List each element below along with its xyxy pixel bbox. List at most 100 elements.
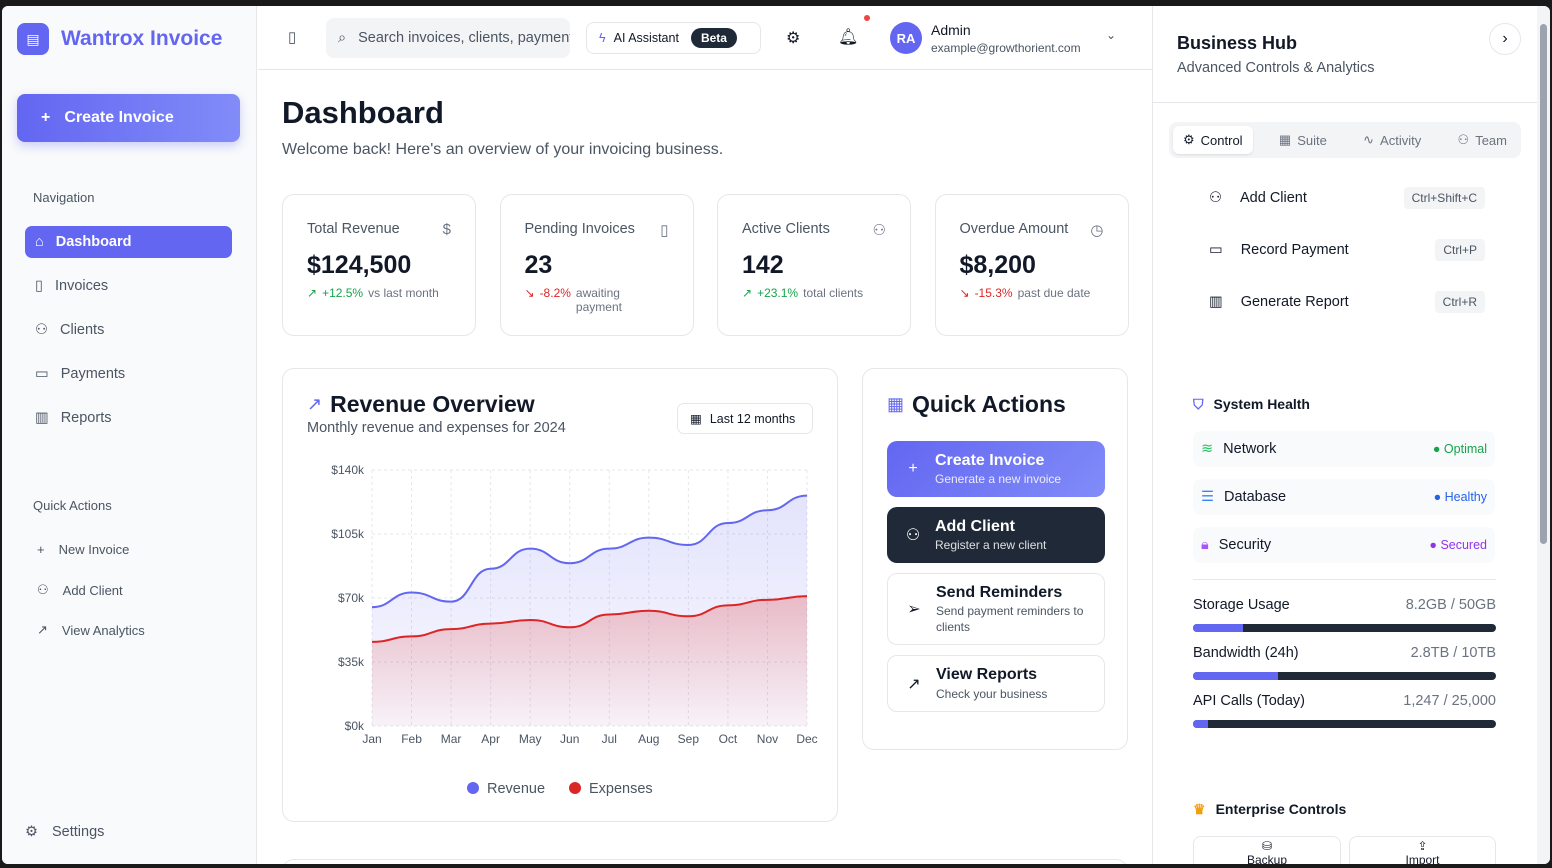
qa-add-client[interactable]: ⚇ Add Client Register a new client	[887, 507, 1105, 563]
trend-up-icon: ↗	[742, 286, 753, 300]
nav-heading: Navigation	[33, 190, 95, 205]
area-expenses	[372, 596, 807, 726]
tab-activity[interactable]: ∿ Activity	[1363, 132, 1422, 148]
date-range-select[interactable]: ▦ Last 12 months	[677, 403, 813, 434]
settings-link[interactable]: ⚙ Settings	[25, 824, 105, 840]
send-icon: ➢	[907, 601, 921, 619]
tab-suite[interactable]: ▦ Suite	[1278, 132, 1327, 148]
stat-card: Total Revenue $ $124,500 ↗ +12.5% vs last …	[282, 194, 476, 336]
sidebar-item-payments[interactable]: ▭ Payments	[35, 366, 126, 382]
dollar-icon: $	[442, 221, 451, 238]
hub-tabs: ⚙ Control ▦ Suite ∿ Activity ⚇ Team	[1169, 122, 1521, 158]
credit-card-icon: ▭	[35, 366, 49, 382]
quick-view-analytics[interactable]: ↗ View Analytics	[37, 622, 145, 638]
file-icon: ▯	[35, 278, 43, 294]
sidebar-item-invoices[interactable]: ▯ Invoices	[35, 278, 109, 294]
quick-actions-heading: Quick Actions	[33, 498, 112, 513]
clock-icon: ◷	[1090, 222, 1104, 239]
ai-assistant-button[interactable]: ϟ AI Assistant Beta	[586, 22, 761, 54]
quick-add-client[interactable]: ⚇ Add Client	[37, 582, 123, 598]
revenue-overview-panel: ↗ Revenue Overview Monthly revenue and e…	[282, 368, 838, 822]
y-tick-label: $140k	[331, 463, 365, 477]
cmd-add-client[interactable]: ⚇ Add Client Ctrl+Shift+C	[1209, 187, 1485, 209]
x-tick-label: Jul	[602, 732, 617, 746]
qa-create-invoice[interactable]: + Create Invoice Generate a new invoice	[887, 441, 1105, 497]
hub-subtitle: Advanced Controls & Analytics	[1177, 60, 1375, 76]
bar-chart-icon: ▥	[35, 410, 49, 426]
app-window: ▤ Wantrox Invoice + Create Invoice Navigat…	[2, 6, 1550, 864]
qa-send-reminders[interactable]: ➢ Send Reminders Send payment reminders t…	[887, 573, 1105, 646]
gear-icon: ⚙	[1183, 132, 1195, 147]
search-icon: ⌕	[338, 30, 347, 46]
hub-title: Business Hub	[1177, 33, 1298, 53]
user-email: example@growthorient.com	[931, 41, 1081, 55]
sidebar-item-reports[interactable]: ▥ Reports	[35, 410, 112, 426]
qa-view-reports[interactable]: ↗ View Reports Check your business	[887, 655, 1105, 713]
search-input[interactable]: ⌕ Search invoices, clients, payments...	[326, 18, 570, 58]
chevron-down-icon[interactable]: ⌄	[1106, 28, 1117, 42]
top-bar: ▯ ⌕ Search invoices, clients, payments...…	[258, 6, 1152, 70]
health-security: 🔒︎ Security ● Secured	[1193, 527, 1495, 563]
create-invoice-button[interactable]: + Create Invoice	[17, 94, 240, 142]
stat-value: $8,200	[959, 251, 1036, 279]
trending-up-icon: ↗	[907, 675, 921, 693]
users-icon: ⚇	[35, 322, 48, 338]
import-button[interactable]: ⇪ Import	[1349, 836, 1496, 864]
sidebar-toggle-icon[interactable]: ▯	[288, 29, 297, 46]
revenue-title: Revenue Overview	[330, 391, 535, 417]
bell-icon[interactable]: 🔔︎	[838, 29, 859, 46]
quick-new-invoice[interactable]: + New Invoice	[37, 542, 130, 557]
logo: ▤ Wantrox Invoice	[17, 23, 222, 55]
stat-change: +12.5%	[322, 286, 364, 300]
y-tick-label: $70k	[338, 591, 365, 605]
quick-actions-panel: ▦ Quick Actions + Create Invoice Generate…	[862, 368, 1128, 750]
line-expenses	[371, 595, 808, 643]
cmd-record-payment[interactable]: ▭ Record Payment Ctrl+P	[1209, 239, 1485, 261]
chevron-right-icon[interactable]: ›	[1489, 23, 1521, 55]
scrollbar-thumb[interactable]	[1540, 24, 1547, 544]
backup-button[interactable]: ⛁ Backup	[1193, 836, 1341, 864]
notification-dot	[864, 15, 870, 21]
users-icon: ⚇	[1209, 190, 1222, 206]
stat-note: total clients	[803, 286, 864, 300]
usage-bar	[1193, 672, 1496, 680]
invoice-logo-icon: ▤	[17, 23, 49, 55]
avatar[interactable]: RA	[890, 22, 922, 54]
usage-bar	[1193, 720, 1496, 728]
user-name: Admin	[931, 22, 971, 38]
database-icon: ⛁	[1261, 839, 1273, 853]
stat-title: Total Revenue	[307, 221, 400, 237]
calendar-icon: ▦	[887, 394, 905, 414]
upload-icon: ⇪	[1417, 839, 1428, 853]
health-network: ≋ Network ● Optimal	[1193, 431, 1495, 467]
lock-icon: 🔒︎	[1201, 537, 1209, 553]
plus-icon: +	[37, 542, 45, 557]
y-tick-label: $35k	[338, 655, 365, 669]
trend-up-icon: ↗	[307, 286, 318, 300]
sidebar-item-dashboard[interactable]: ⌂ Dashboard	[25, 226, 232, 258]
stat-change: -8.2%	[539, 286, 571, 300]
health-database: ☰ Database ● Healthy	[1193, 479, 1495, 515]
x-tick-label: Dec	[796, 732, 817, 746]
trend-down-icon: ↘	[524, 286, 535, 300]
wifi-icon: ≋	[1201, 441, 1214, 457]
sidebar-item-clients[interactable]: ⚇ Clients	[35, 322, 105, 338]
system-health-title: System Health	[1213, 396, 1310, 412]
x-tick-label: Aug	[638, 732, 659, 746]
bar-chart-icon: ▥	[1209, 294, 1223, 310]
gear-icon[interactable]: ⚙	[786, 30, 801, 47]
page-title: Dashboard	[282, 95, 444, 130]
cmd-generate-report[interactable]: ▥ Generate Report Ctrl+R	[1209, 291, 1485, 313]
legend-marker	[467, 782, 479, 794]
tab-team[interactable]: ⚇ Team	[1457, 132, 1507, 148]
stat-change: -15.3%	[974, 286, 1013, 300]
x-tick-label: Mar	[441, 732, 462, 746]
stat-value: $124,500	[307, 251, 412, 279]
scrollbar[interactable]	[1537, 6, 1550, 864]
x-tick-label: Feb	[401, 732, 422, 746]
line-revenue	[371, 494, 808, 609]
lightning-icon: ϟ	[599, 31, 606, 45]
legend-label: Expenses	[589, 781, 653, 797]
tab-control[interactable]: ⚙ Control	[1173, 126, 1253, 154]
enterprise-title: Enterprise Controls	[1215, 801, 1347, 817]
